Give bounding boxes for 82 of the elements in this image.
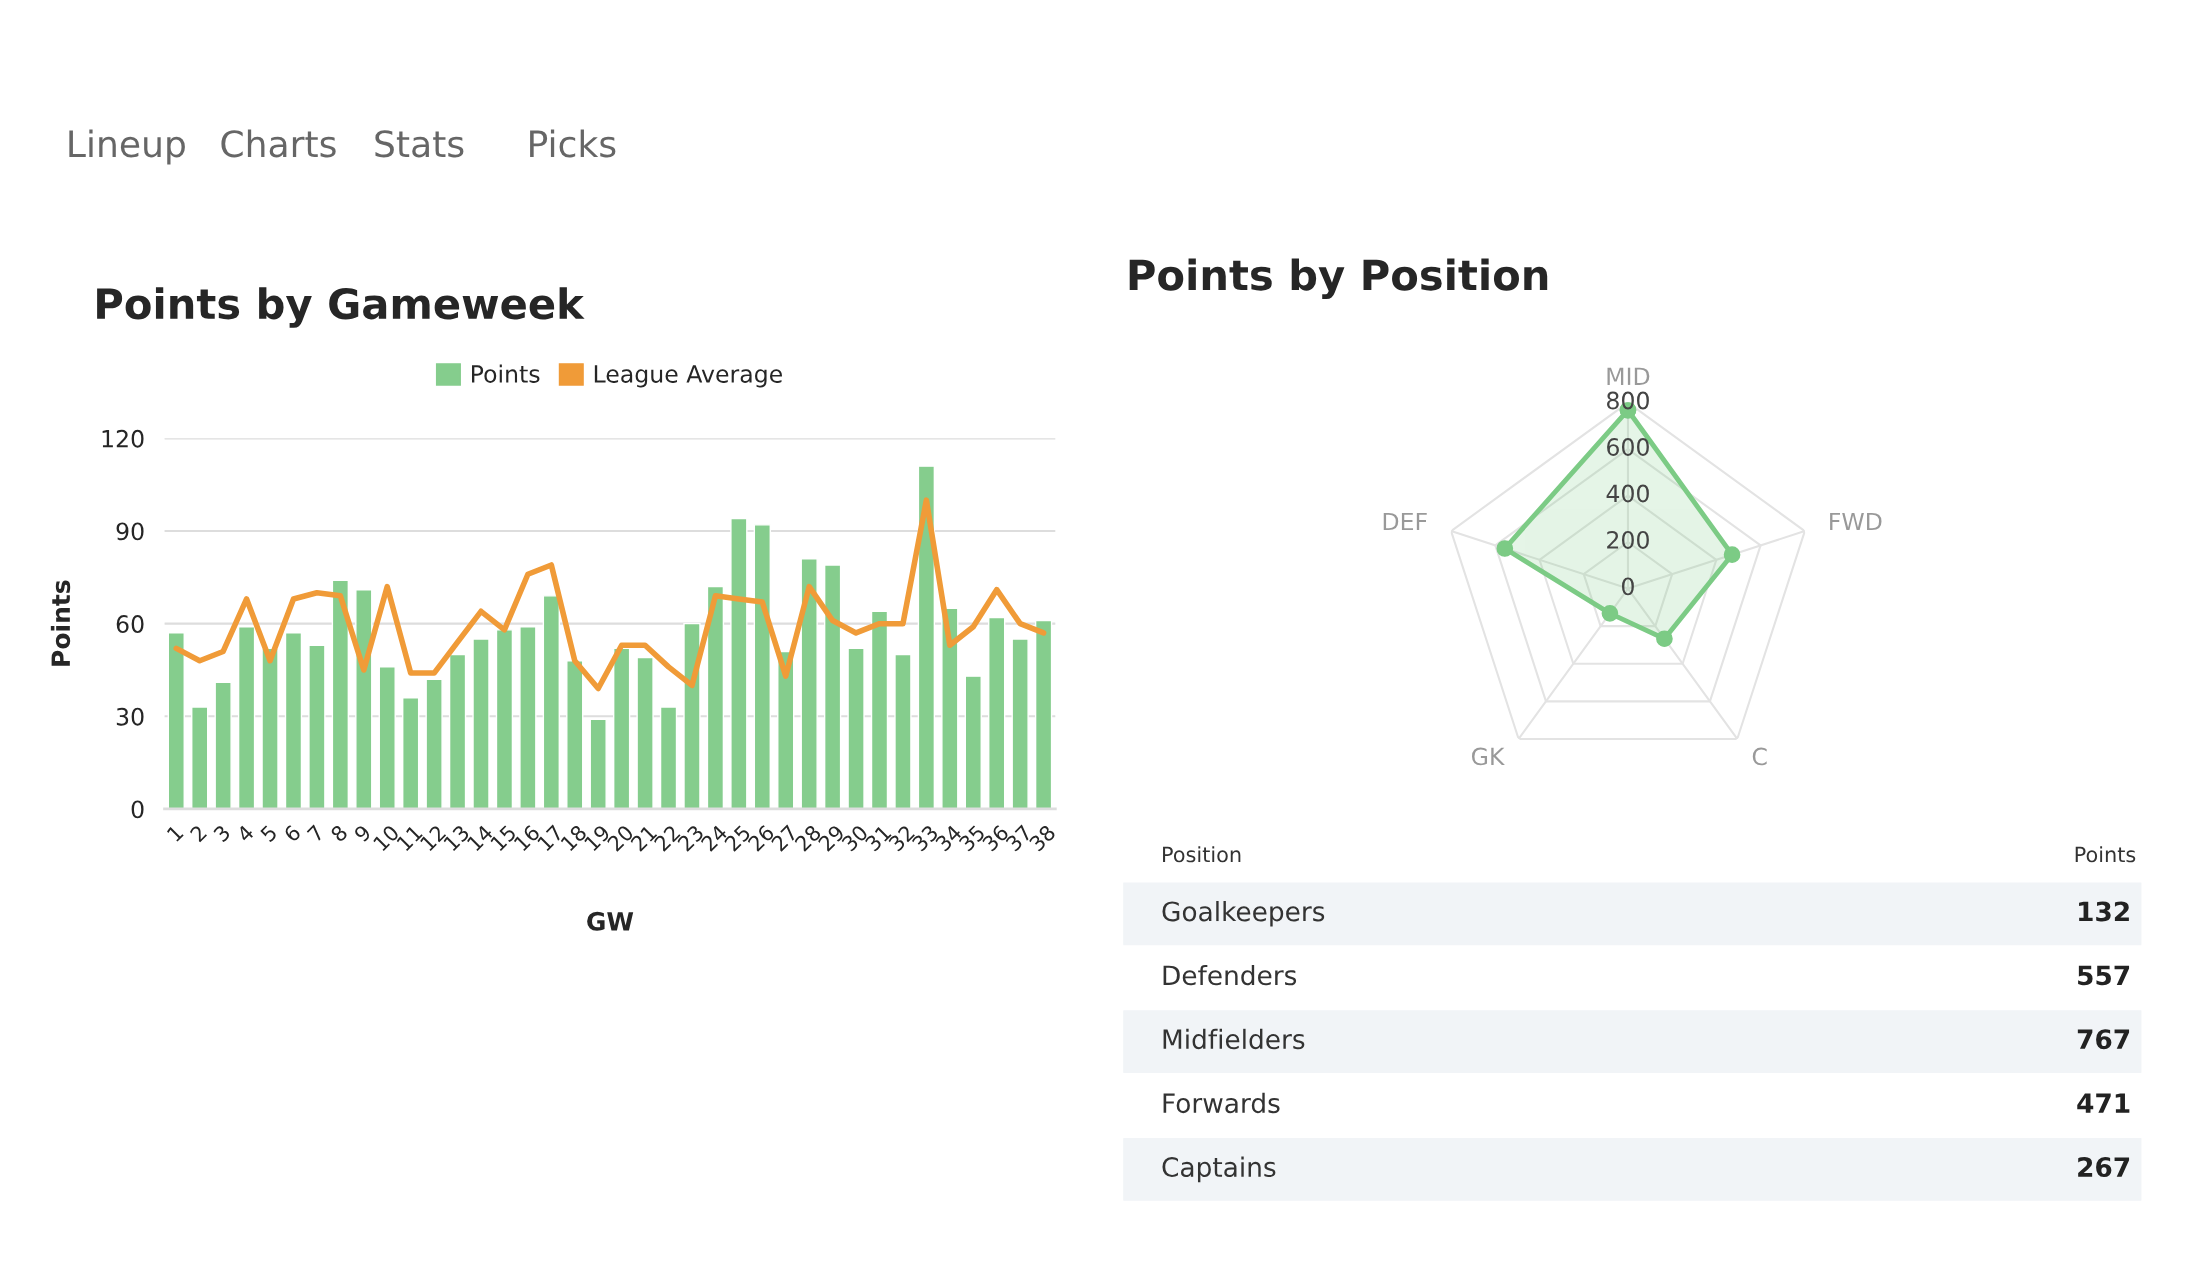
bar xyxy=(425,678,443,809)
data-label: 132 xyxy=(2079,901,2129,922)
y-axis-title: Points xyxy=(50,580,71,666)
chart-title: Points by Gameweek xyxy=(97,287,585,328)
x-tick-label: 5 xyxy=(259,824,278,843)
bar xyxy=(214,681,232,809)
x-tick-label: 6 xyxy=(282,824,302,843)
bar xyxy=(894,653,912,809)
text: Points xyxy=(2075,846,2136,863)
spoke-label: C xyxy=(1752,747,1767,766)
bar xyxy=(542,595,560,809)
y-tick-label: 30 xyxy=(116,707,144,726)
bar xyxy=(706,585,725,809)
y-tick-label: 0 xyxy=(131,800,144,819)
bar xyxy=(683,622,701,809)
category-label: Midfielders xyxy=(1163,1028,1305,1050)
bar xyxy=(402,697,420,809)
x-tick-label: 3 xyxy=(212,824,231,843)
category-label: Captains xyxy=(1162,1156,1276,1183)
bar xyxy=(495,629,514,809)
bar xyxy=(284,632,303,809)
y-tick-label: 60 xyxy=(116,615,144,633)
bar xyxy=(964,675,982,809)
x-axis-title: GW xyxy=(587,911,634,931)
x-tick-label: 8 xyxy=(329,824,349,843)
bar xyxy=(566,660,584,809)
legend-label: Points xyxy=(472,364,540,383)
spoke-label: GK xyxy=(1471,747,1505,766)
spoke-label: FWD xyxy=(1830,512,1882,531)
bar xyxy=(237,626,256,809)
spoke-label: DEF xyxy=(1383,512,1427,531)
spoke-label: MID xyxy=(1607,367,1650,385)
bar xyxy=(308,644,326,809)
bar xyxy=(261,647,279,809)
data-label: 767 xyxy=(2077,1029,2130,1050)
bar xyxy=(612,647,631,809)
bar xyxy=(941,607,959,809)
text: Picks xyxy=(530,129,616,158)
y-tick-label: 120 xyxy=(102,429,144,448)
bar xyxy=(355,588,373,809)
bar xyxy=(659,706,678,809)
text: Lineup xyxy=(69,129,185,165)
y-tick-label: 90 xyxy=(116,522,144,541)
bar xyxy=(472,638,490,809)
y-tick-label: 400 xyxy=(1606,484,1649,503)
bar xyxy=(870,610,889,809)
category-label: Defenders xyxy=(1163,964,1297,986)
data-label: 471 xyxy=(2077,1093,2130,1113)
chart-title: Points by Position xyxy=(1129,258,1548,300)
bar xyxy=(753,524,771,809)
text: Charts xyxy=(221,129,336,158)
text: Stats xyxy=(375,130,464,158)
x-tick-label: 7 xyxy=(306,824,325,843)
y-tick-label: 800 xyxy=(1607,391,1649,410)
bar xyxy=(191,706,209,809)
x-tick-label: 4 xyxy=(235,824,255,843)
data-label: 557 xyxy=(2078,965,2130,986)
bar xyxy=(800,558,818,809)
bar xyxy=(847,647,865,809)
bar xyxy=(823,564,842,809)
x-tick-label: 2 xyxy=(189,824,207,843)
x-tick-label: 9 xyxy=(353,824,372,843)
bar xyxy=(589,718,607,809)
category-label: Goalkeepers xyxy=(1162,901,1325,927)
x-tick-label: 1 xyxy=(166,824,184,842)
bar xyxy=(167,632,185,809)
bar xyxy=(331,579,350,809)
legend-label: League Average xyxy=(594,365,782,388)
bar xyxy=(519,626,537,809)
data-label: 267 xyxy=(2078,1157,2130,1178)
bar xyxy=(1011,638,1029,809)
text: Position xyxy=(1163,846,1241,863)
y-tick-label: 600 xyxy=(1607,438,1649,456)
bar xyxy=(378,666,396,809)
bar xyxy=(1034,619,1053,809)
bar xyxy=(448,653,467,809)
category-label: Forwards xyxy=(1163,1092,1280,1114)
bar xyxy=(636,656,654,809)
y-tick-label: 0 xyxy=(1621,577,1634,596)
bar xyxy=(988,616,1006,809)
bar xyxy=(730,517,748,809)
y-tick-label: 200 xyxy=(1607,531,1649,549)
